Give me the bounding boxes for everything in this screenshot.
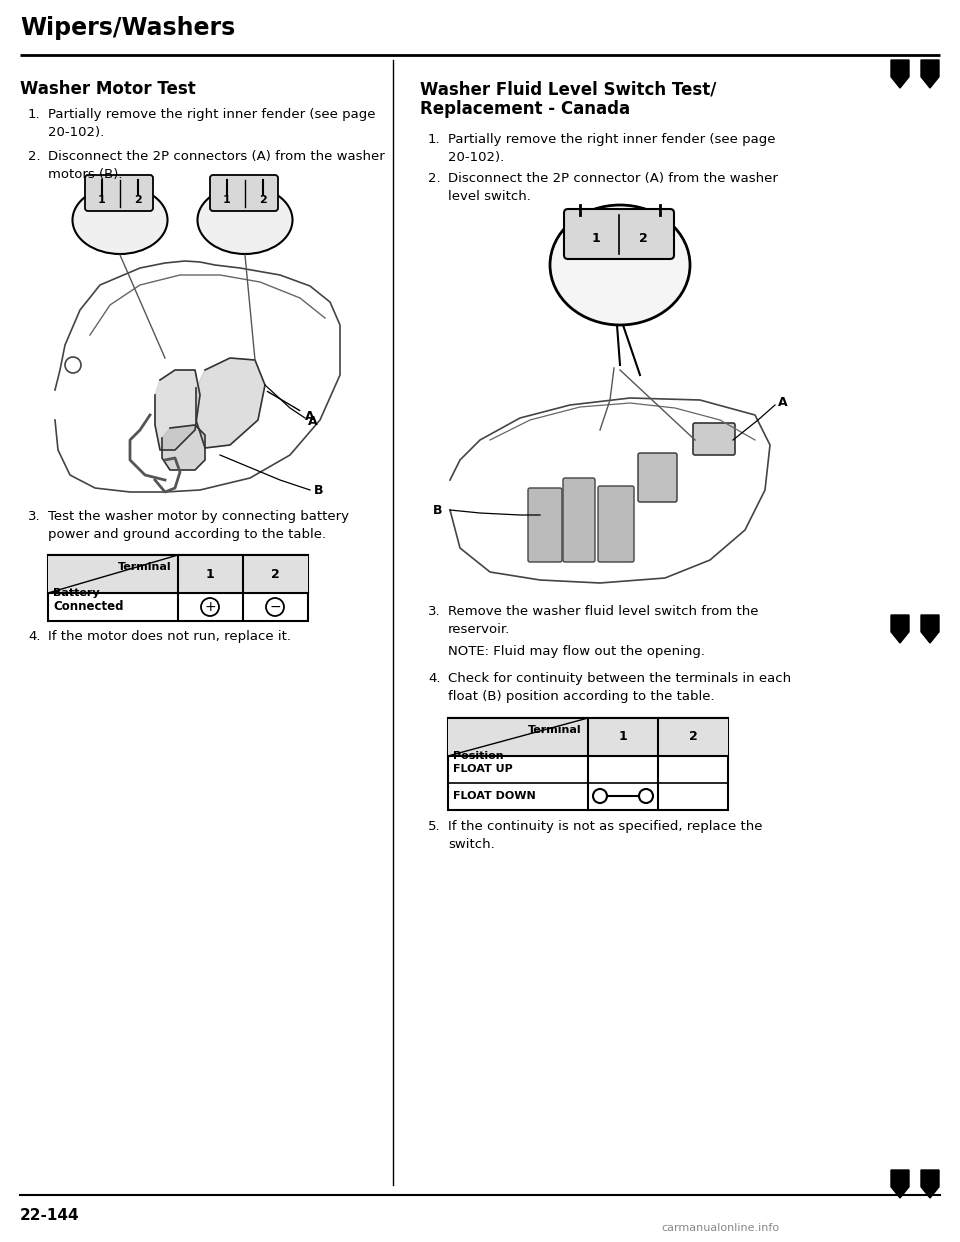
Text: −: − bbox=[269, 600, 281, 614]
Text: Terminal: Terminal bbox=[528, 725, 582, 735]
Text: B: B bbox=[433, 503, 442, 517]
Text: +: + bbox=[204, 600, 216, 614]
FancyBboxPatch shape bbox=[693, 424, 735, 455]
Text: 1.: 1. bbox=[28, 108, 40, 120]
Text: FLOAT DOWN: FLOAT DOWN bbox=[453, 791, 536, 801]
Text: A: A bbox=[308, 415, 318, 428]
Text: carmanualonline.info: carmanualonline.info bbox=[660, 1223, 780, 1233]
Text: 1: 1 bbox=[223, 195, 230, 205]
Text: Washer Fluid Level Switch Test/: Washer Fluid Level Switch Test/ bbox=[420, 79, 716, 98]
Text: 2: 2 bbox=[688, 730, 697, 744]
Polygon shape bbox=[196, 358, 265, 448]
Text: 1: 1 bbox=[618, 730, 628, 744]
Text: 1.: 1. bbox=[428, 133, 441, 147]
Ellipse shape bbox=[550, 205, 690, 325]
Text: 4.: 4. bbox=[428, 672, 441, 686]
Ellipse shape bbox=[73, 186, 167, 255]
Text: 4.: 4. bbox=[28, 630, 40, 643]
Text: NOTE: Fluid may flow out the opening.: NOTE: Fluid may flow out the opening. bbox=[448, 645, 705, 658]
Polygon shape bbox=[921, 60, 939, 88]
Text: If the motor does not run, replace it.: If the motor does not run, replace it. bbox=[48, 630, 291, 643]
Text: 1: 1 bbox=[205, 568, 214, 580]
Bar bbox=[448, 718, 728, 756]
Text: 2.: 2. bbox=[28, 150, 40, 163]
Text: 2: 2 bbox=[638, 231, 647, 245]
Text: A: A bbox=[778, 396, 787, 410]
Polygon shape bbox=[891, 615, 909, 643]
Text: Terminal: Terminal bbox=[118, 561, 172, 573]
Text: Replacement - Canada: Replacement - Canada bbox=[420, 101, 630, 118]
Text: Test the washer motor by connecting battery
power and ground according to the ta: Test the washer motor by connecting batt… bbox=[48, 510, 349, 542]
Text: Connected: Connected bbox=[53, 600, 124, 614]
Text: 2: 2 bbox=[271, 568, 279, 580]
Text: Disconnect the 2P connectors (A) from the washer
motors (B).: Disconnect the 2P connectors (A) from th… bbox=[48, 150, 385, 181]
Text: 22-144: 22-144 bbox=[20, 1207, 80, 1222]
Bar bbox=[48, 555, 308, 621]
Ellipse shape bbox=[198, 186, 293, 255]
FancyBboxPatch shape bbox=[564, 209, 674, 260]
Polygon shape bbox=[921, 1170, 939, 1199]
Text: Washer Motor Test: Washer Motor Test bbox=[20, 79, 196, 98]
FancyBboxPatch shape bbox=[638, 453, 677, 502]
Text: Check for continuity between the terminals in each
float (B) position according : Check for continuity between the termina… bbox=[448, 672, 791, 703]
Text: Disconnect the 2P connector (A) from the washer
level switch.: Disconnect the 2P connector (A) from the… bbox=[448, 171, 778, 202]
Text: Position: Position bbox=[453, 751, 504, 761]
FancyBboxPatch shape bbox=[598, 486, 634, 561]
Polygon shape bbox=[921, 615, 939, 643]
Polygon shape bbox=[155, 370, 200, 450]
Text: Partially remove the right inner fender (see page
20-102).: Partially remove the right inner fender … bbox=[448, 133, 776, 164]
Text: 1: 1 bbox=[98, 195, 106, 205]
Text: 5.: 5. bbox=[428, 820, 441, 833]
Polygon shape bbox=[162, 425, 205, 469]
FancyBboxPatch shape bbox=[563, 478, 595, 561]
Text: 2: 2 bbox=[134, 195, 142, 205]
FancyBboxPatch shape bbox=[210, 175, 278, 211]
FancyBboxPatch shape bbox=[528, 488, 562, 561]
Text: B: B bbox=[314, 484, 324, 497]
Text: If the continuity is not as specified, replace the
switch.: If the continuity is not as specified, r… bbox=[448, 820, 762, 851]
Bar bbox=[48, 555, 308, 592]
Polygon shape bbox=[891, 1170, 909, 1199]
Polygon shape bbox=[891, 60, 909, 88]
Text: 2: 2 bbox=[259, 195, 267, 205]
Text: FLOAT UP: FLOAT UP bbox=[453, 764, 513, 774]
Text: Remove the washer fluid level switch from the
reservoir.: Remove the washer fluid level switch fro… bbox=[448, 605, 758, 636]
Text: Wipers/Washers: Wipers/Washers bbox=[20, 16, 235, 40]
Text: 3.: 3. bbox=[28, 510, 40, 523]
Bar bbox=[448, 718, 728, 810]
Text: A: A bbox=[268, 391, 315, 424]
Text: 1: 1 bbox=[591, 231, 600, 245]
Text: Battery: Battery bbox=[53, 587, 100, 597]
FancyBboxPatch shape bbox=[85, 175, 153, 211]
Text: 2.: 2. bbox=[428, 171, 441, 185]
Text: 3.: 3. bbox=[428, 605, 441, 619]
Text: Partially remove the right inner fender (see page
20-102).: Partially remove the right inner fender … bbox=[48, 108, 375, 139]
